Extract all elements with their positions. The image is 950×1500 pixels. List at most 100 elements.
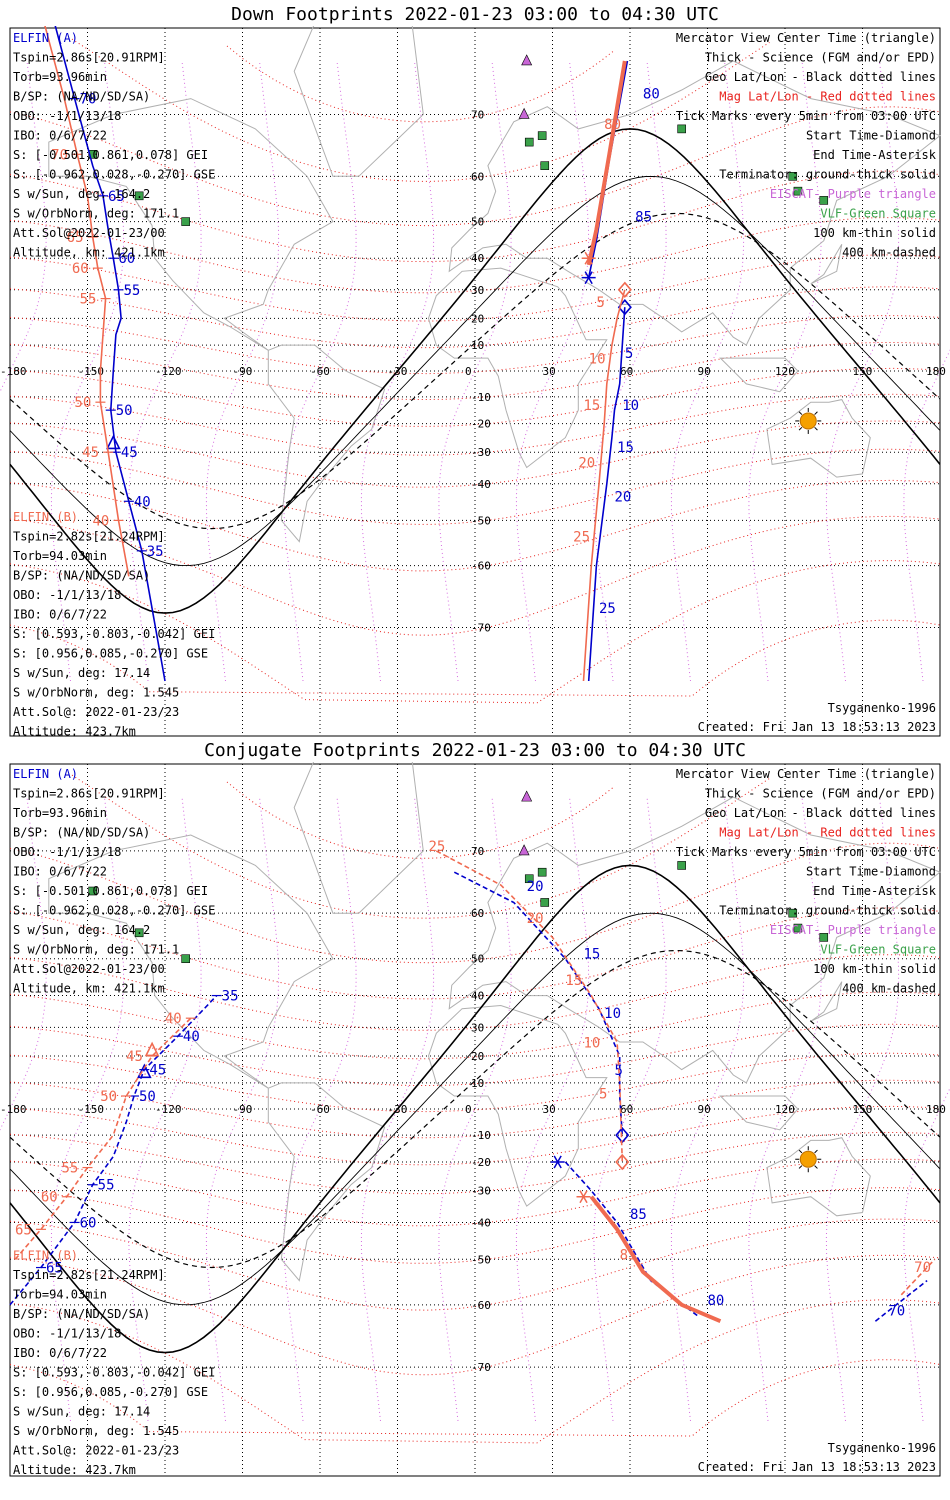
lat-tick-label: -70 bbox=[471, 622, 491, 635]
start-diamond bbox=[617, 281, 632, 299]
tick-label: 70 bbox=[888, 1304, 905, 1320]
legend-entry: Terminator: ground-thick solid bbox=[719, 904, 936, 918]
coastline bbox=[448, 60, 941, 346]
elfin-a-info-line: S w/Sun, deg: 164.2 bbox=[13, 187, 150, 201]
elfin-a-info-line: Torb=93.96min bbox=[13, 70, 107, 84]
vlf-square bbox=[788, 908, 798, 918]
vlf-square bbox=[88, 150, 97, 159]
end-asterisk bbox=[581, 271, 596, 285]
terminator bbox=[9, 864, 941, 1354]
tick-label: 45 bbox=[126, 1049, 143, 1065]
elfin-a-title: ELFIN (A) bbox=[13, 31, 78, 45]
lon-tick-label: -30 bbox=[388, 1103, 408, 1116]
mag-latitude-line bbox=[9, 1187, 941, 1264]
model-label: Tsyganenko-1996 bbox=[828, 1441, 936, 1455]
tick-label: 70 bbox=[80, 92, 97, 108]
tick-label: 65 bbox=[108, 189, 125, 205]
elfin-a-info-line: OBO: -1/1/13/18 bbox=[13, 109, 121, 123]
mag-longitude-line bbox=[283, 60, 357, 682]
elfin-b-info-line: IBO: 0/6/7/22 bbox=[13, 1346, 107, 1360]
sun-ray bbox=[814, 1165, 818, 1169]
lon-tick-label: 0 bbox=[465, 365, 472, 378]
lat-tick-label: -40 bbox=[471, 478, 491, 491]
elfin-b-info-line: Torb=94.03min bbox=[13, 549, 107, 563]
legend-entry: 400 km-dashed bbox=[842, 246, 936, 260]
tick-label: 85 bbox=[635, 210, 652, 226]
mag-longitude-line bbox=[360, 60, 435, 682]
lon-tick-label: -150 bbox=[78, 1103, 105, 1116]
mag-latitude-line bbox=[9, 1218, 941, 1311]
tick-label: 25 bbox=[429, 839, 446, 855]
elfin-a-info-line: S w/OrbNorm, deg: 171.1 bbox=[13, 207, 179, 221]
mag-longitude-line bbox=[205, 60, 280, 682]
elfin-b-info-line: S w/OrbNorm, deg: 1.545 bbox=[13, 1424, 179, 1438]
tick-label: 20 bbox=[527, 911, 544, 927]
coastline bbox=[719, 1095, 799, 1131]
lat-tick-label: -70 bbox=[471, 1361, 491, 1374]
lat-tick-label: 10 bbox=[471, 339, 484, 352]
elfin-b-info-line: B/SP: (NA/ND/SD/SA) bbox=[13, 1307, 150, 1321]
tick-label: 70 bbox=[51, 147, 68, 163]
vlf-square bbox=[524, 874, 534, 884]
tick-label: 40 bbox=[134, 494, 151, 510]
tick-label: 55 bbox=[124, 283, 141, 299]
elfin-b-info-line: OBO: -1/1/13/18 bbox=[13, 1327, 121, 1341]
terminator-100km bbox=[9, 912, 941, 1306]
elfin-b-title: ELFIN (B) bbox=[13, 510, 78, 524]
lat-tick-label: 30 bbox=[471, 1021, 484, 1034]
lat-tick-label: -30 bbox=[471, 446, 491, 459]
tick-label: 50 bbox=[139, 1089, 156, 1105]
terminator-100km bbox=[9, 175, 941, 567]
mag-longitude-line bbox=[438, 60, 512, 682]
legend-entry: EISCAT- Purple triangle bbox=[770, 187, 936, 201]
coastlines bbox=[48, 762, 941, 1282]
tick-label: 60 bbox=[118, 251, 135, 267]
elfin-b-track: 5 70 65 60 55 50 45 40 80 5 10 15 20 25 bbox=[44, 26, 632, 682]
legend-entry: Geo Lat/Lon - Black dotted lines bbox=[705, 70, 936, 84]
coastline bbox=[267, 1082, 386, 1282]
lon-tick-label: -120 bbox=[155, 1103, 182, 1116]
lat-tick-label: 40 bbox=[471, 990, 484, 1003]
elfin-b-info-line: S w/OrbNorm, deg: 1.545 bbox=[13, 685, 179, 699]
tick-label: 55 bbox=[80, 292, 97, 308]
mag-latitude-line bbox=[9, 1079, 941, 1139]
lat-tick-label: -50 bbox=[471, 514, 491, 527]
tick-label: 45 bbox=[121, 445, 138, 461]
geo-grid bbox=[10, 28, 940, 736]
lat-tick-label: -40 bbox=[471, 1216, 491, 1229]
elfin-b-info-line: IBO: 0/6/7/22 bbox=[13, 607, 107, 621]
panel-title-conjugate: Conjugate Footprints 2022-01-23 03:00 to… bbox=[204, 740, 746, 761]
tick-label: 5 bbox=[596, 295, 604, 311]
elfin-a-info-line: IBO: 0/6/7/22 bbox=[13, 129, 107, 143]
eiscat-triangle bbox=[518, 844, 530, 856]
tick-label: 50 bbox=[116, 403, 133, 419]
panel-title-down: Down Footprints 2022-01-23 03:00 to 04:3… bbox=[231, 4, 719, 25]
tick-label: 5 bbox=[625, 346, 633, 362]
elfin-b-info-line: S w/Sun, deg: 17.14 bbox=[13, 666, 150, 680]
mag-latitude-line bbox=[9, 217, 941, 294]
elfin-b-info-line: Tspin=2.82s[21.24RPM] bbox=[13, 529, 165, 543]
lat-tick-label: 70 bbox=[471, 845, 484, 858]
tick-label: 45 bbox=[82, 445, 99, 461]
mag-longitude-line bbox=[670, 60, 745, 682]
elfin-a-info: ELFIN (A) Tspin=2.86s[20.91RPM] Torb=93.96… bbox=[13, 767, 215, 996]
tick-label: 55 bbox=[62, 1161, 79, 1177]
elfin-b-info-line: S: [0.593,-0.803,-0.042] GEI bbox=[13, 1366, 215, 1380]
mag-latitude-line bbox=[9, 1132, 941, 1195]
tick-label: 40 bbox=[183, 1029, 200, 1045]
elfin-a-info-line: Tspin=2.86s[20.91RPM] bbox=[13, 51, 165, 65]
vlf-square bbox=[819, 933, 829, 942]
sun-ray bbox=[798, 426, 803, 431]
lat-tick-label: 20 bbox=[471, 312, 484, 325]
lon-tick-label: -120 bbox=[155, 365, 182, 378]
conjugate-footprints-map: -180 -150 -120 -90 -60 -30 0 30 60 90 120 150 180 -70… bbox=[0, 762, 950, 1477]
tick-label: 15 bbox=[584, 398, 601, 414]
legend-entry: Mag Lat/Lon - Red dotted lines bbox=[719, 826, 936, 840]
mag-longitude-line bbox=[515, 60, 590, 682]
lat-tick-label: -60 bbox=[471, 560, 491, 573]
vlf-square bbox=[677, 861, 686, 870]
vlf-square bbox=[788, 172, 798, 181]
end-asterisk bbox=[581, 251, 596, 265]
lat-tick-label: 20 bbox=[471, 1050, 484, 1063]
